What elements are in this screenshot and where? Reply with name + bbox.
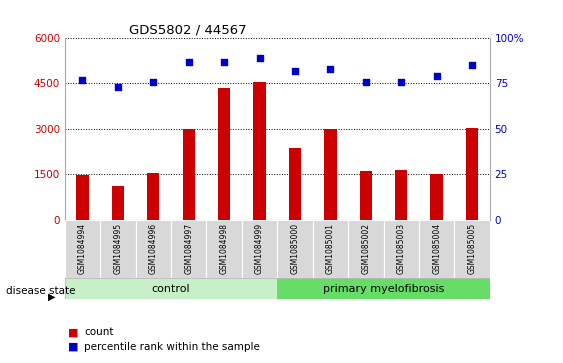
FancyBboxPatch shape: [65, 220, 100, 278]
FancyBboxPatch shape: [65, 278, 278, 299]
FancyBboxPatch shape: [454, 220, 490, 278]
Point: [361, 79, 370, 85]
Point: [326, 66, 335, 72]
FancyBboxPatch shape: [312, 220, 348, 278]
Text: count: count: [84, 327, 114, 337]
Point: [397, 79, 406, 85]
Bar: [253, 82, 266, 220]
Bar: [147, 173, 159, 220]
Text: GSM1085004: GSM1085004: [432, 223, 441, 274]
FancyBboxPatch shape: [136, 220, 171, 278]
Bar: [395, 170, 408, 220]
FancyBboxPatch shape: [419, 220, 454, 278]
FancyBboxPatch shape: [100, 220, 136, 278]
Text: ■: ■: [68, 342, 78, 352]
Text: GSM1085002: GSM1085002: [361, 223, 370, 274]
FancyBboxPatch shape: [171, 220, 207, 278]
Bar: [360, 171, 372, 220]
FancyBboxPatch shape: [348, 220, 383, 278]
Text: GSM1084995: GSM1084995: [113, 223, 122, 274]
Text: GDS5802 / 44567: GDS5802 / 44567: [128, 24, 246, 37]
Bar: [431, 174, 443, 220]
Point: [255, 55, 264, 61]
Text: GSM1084996: GSM1084996: [149, 223, 158, 274]
Text: GSM1085000: GSM1085000: [291, 223, 300, 274]
Text: GSM1084998: GSM1084998: [220, 223, 229, 274]
FancyBboxPatch shape: [242, 220, 278, 278]
Bar: [182, 129, 195, 220]
Text: ▶: ▶: [48, 291, 55, 302]
Point: [78, 77, 87, 83]
Bar: [111, 186, 124, 220]
Text: GSM1085003: GSM1085003: [397, 223, 406, 274]
Point: [432, 73, 441, 79]
Text: GSM1084999: GSM1084999: [255, 223, 264, 274]
FancyBboxPatch shape: [278, 220, 312, 278]
FancyBboxPatch shape: [383, 220, 419, 278]
Point: [149, 79, 158, 85]
Text: GSM1084994: GSM1084994: [78, 223, 87, 274]
FancyBboxPatch shape: [278, 278, 490, 299]
Text: percentile rank within the sample: percentile rank within the sample: [84, 342, 260, 352]
Bar: [76, 175, 88, 220]
Point: [468, 62, 477, 68]
Bar: [289, 148, 301, 220]
Text: disease state: disease state: [6, 286, 75, 297]
Point: [291, 68, 300, 74]
Text: primary myelofibrosis: primary myelofibrosis: [323, 284, 444, 294]
FancyBboxPatch shape: [207, 220, 242, 278]
Point: [220, 59, 229, 65]
Text: ■: ■: [68, 327, 78, 337]
Bar: [324, 130, 337, 220]
Text: GSM1084997: GSM1084997: [184, 223, 193, 274]
Bar: [218, 88, 230, 220]
Bar: [466, 128, 479, 220]
Text: GSM1085001: GSM1085001: [326, 223, 335, 274]
Text: control: control: [151, 284, 190, 294]
Text: GSM1085005: GSM1085005: [468, 223, 477, 274]
Point: [113, 84, 122, 90]
Point: [184, 59, 193, 65]
